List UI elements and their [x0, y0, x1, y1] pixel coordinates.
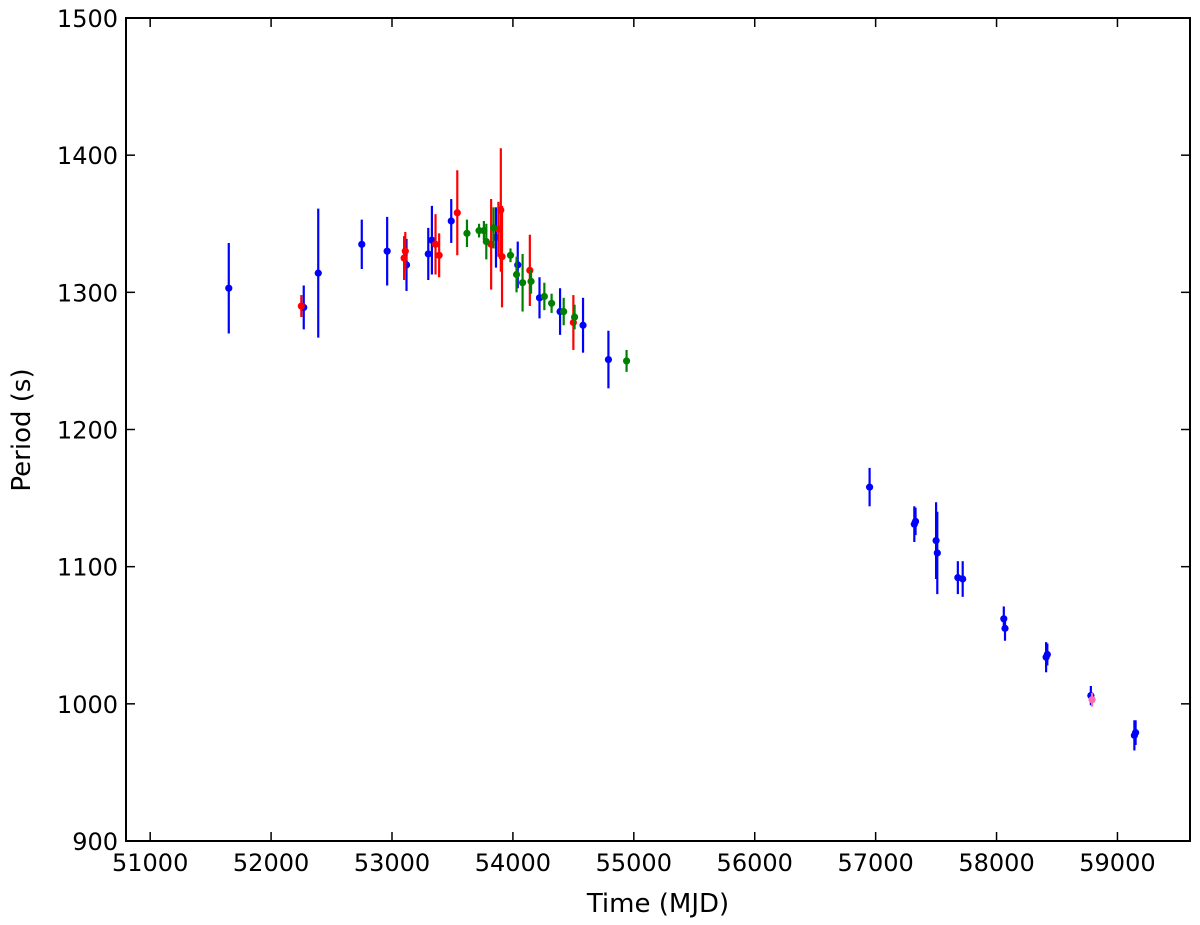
data-point: [560, 307, 568, 316]
data-point: [622, 357, 631, 365]
data-point: [400, 254, 408, 262]
x-tick-label: 56000: [717, 849, 793, 877]
data-point: [358, 240, 366, 248]
data-point: [579, 321, 587, 329]
data-point: [1131, 729, 1140, 737]
data-point: [527, 277, 535, 285]
x-axis-title: Time (MJD): [586, 889, 729, 919]
data-point: [498, 253, 506, 261]
data-point: [570, 313, 579, 321]
data-point: [1043, 650, 1051, 659]
data-markers: [225, 148, 1140, 751]
data-point: [512, 270, 521, 279]
data-point: [435, 251, 443, 259]
data-point: [401, 247, 409, 255]
y-tick-label: 1300: [57, 279, 118, 307]
y-tick-label: 1000: [57, 691, 118, 719]
axis-ticks: 51000 52000 53000 54000 55000 56000 57000 58000…: [57, 5, 1190, 877]
data-point: [506, 251, 515, 259]
series-2: [463, 207, 631, 372]
data-point: [447, 217, 455, 225]
series-3: [1088, 692, 1096, 707]
y-tick-label: 1500: [57, 5, 118, 33]
data-point: [463, 229, 471, 237]
x-tick-label: 55000: [596, 849, 672, 877]
data-point: [497, 206, 505, 214]
data-point: [1000, 615, 1008, 623]
data-point: [932, 537, 940, 545]
x-tick-label: 52000: [233, 849, 309, 877]
data-point: [453, 209, 461, 217]
y-tick-label: 1400: [57, 142, 118, 170]
data-point: [1001, 624, 1009, 632]
x-tick-label: 53000: [354, 849, 430, 877]
data-point: [482, 237, 490, 246]
data-point: [933, 549, 941, 557]
data-point: [548, 299, 556, 307]
data-point: [424, 250, 432, 258]
data-point: [1088, 696, 1096, 704]
data-point: [314, 269, 322, 277]
plot-frame: [125, 17, 1191, 842]
data-point: [383, 247, 391, 255]
x-tick-label: 51000: [112, 849, 188, 877]
data-point: [865, 483, 874, 491]
data-point: [526, 266, 534, 274]
data-point: [518, 279, 527, 287]
data-point: [911, 517, 920, 526]
data-point: [540, 292, 548, 301]
y-tick-label: 900: [72, 828, 118, 856]
data-point: [431, 240, 440, 248]
x-tick-label: 54000: [475, 849, 551, 877]
data-point: [959, 575, 967, 583]
x-tick-label: 57000: [837, 849, 913, 877]
series-0: [225, 199, 1140, 751]
data-point: [297, 302, 305, 310]
x-tick-label: 58000: [958, 849, 1034, 877]
x-tick-label: 59000: [1079, 849, 1155, 877]
data-point: [489, 224, 498, 232]
y-tick-label: 1200: [57, 417, 118, 445]
y-axis-title: Period (s): [7, 368, 37, 491]
data-point: [225, 284, 233, 292]
y-tick-label: 1100: [57, 554, 118, 582]
data-point: [514, 261, 522, 269]
data-point: [604, 355, 613, 364]
